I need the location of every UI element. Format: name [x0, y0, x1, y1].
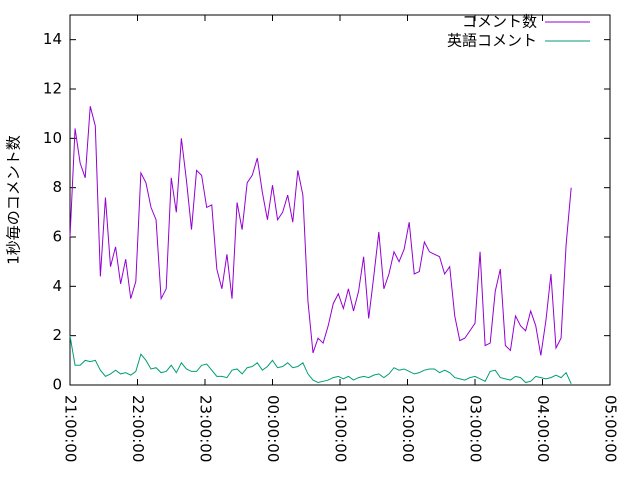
x-tick-label: 04:00:00	[534, 395, 552, 462]
y-tick-label: 2	[52, 326, 62, 344]
y-tick-label: 14	[43, 30, 62, 48]
y-tick-label: 4	[52, 277, 62, 295]
x-tick-label: 22:00:00	[129, 395, 147, 462]
y-tick-label: 8	[52, 178, 62, 196]
y-axis-label: 1秒毎のコメント数	[5, 135, 23, 265]
legend-label: 英語コメント	[447, 32, 537, 50]
x-tick-label: 05:00:00	[602, 395, 620, 462]
y-tick-label: 10	[43, 129, 62, 147]
legend-label: コメント数	[462, 13, 537, 31]
x-tick-label: 03:00:00	[467, 395, 485, 462]
x-tick-label: 01:00:00	[332, 395, 350, 462]
x-tick-label: 21:00:00	[62, 395, 80, 462]
x-tick-label: 02:00:00	[399, 395, 417, 462]
x-tick-label: 00:00:00	[264, 395, 282, 462]
y-tick-label: 6	[52, 228, 62, 246]
series-line	[69, 106, 572, 356]
y-tick-label: 12	[43, 80, 62, 98]
plot-border	[69, 14, 611, 386]
series-line	[69, 335, 572, 384]
y-tick-label: 0	[52, 376, 62, 394]
x-tick-label: 23:00:00	[197, 395, 215, 462]
